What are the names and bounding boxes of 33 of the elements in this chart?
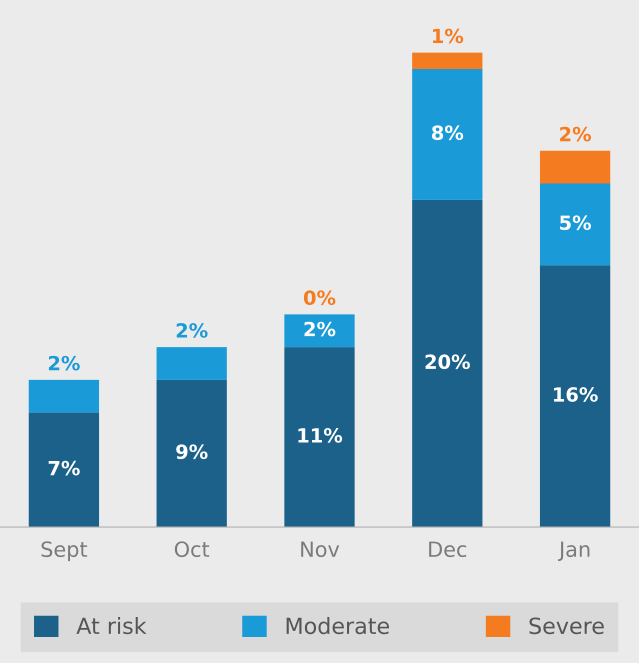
bar xyxy=(540,150,610,184)
bar xyxy=(540,184,610,266)
legend-label: At risk xyxy=(76,617,147,634)
x-tick-label: Nov xyxy=(301,542,340,558)
data-label: 2% xyxy=(48,356,80,371)
data-label: 2% xyxy=(560,126,591,142)
data-label: 0% xyxy=(304,290,336,306)
bar xyxy=(28,380,100,413)
legend-label: Moderate xyxy=(286,617,389,634)
data-label: 7% xyxy=(48,460,80,476)
data-label: 1% xyxy=(432,28,464,44)
legend-label: Severe xyxy=(530,617,604,634)
data-label: 11% xyxy=(298,428,342,443)
bar xyxy=(156,347,227,380)
bar xyxy=(412,52,482,70)
x-tick-label: Jan xyxy=(558,542,590,561)
bar xyxy=(412,200,482,528)
x-tick-label: Sept xyxy=(42,541,88,562)
bar xyxy=(540,265,610,528)
data-label: 20% xyxy=(426,354,470,370)
data-label: 8% xyxy=(432,125,464,140)
bar xyxy=(28,412,100,528)
data-label: 9% xyxy=(176,444,208,460)
data-label: 2% xyxy=(304,322,336,336)
data-label: 16% xyxy=(554,387,598,402)
data-label: 5% xyxy=(560,215,591,230)
bar xyxy=(412,69,482,200)
x-tick-label: Oct xyxy=(174,541,210,558)
bar xyxy=(284,314,355,348)
bar xyxy=(284,347,355,528)
x-tick-label: Dec xyxy=(429,542,466,558)
data-label: 2% xyxy=(176,323,208,338)
bar xyxy=(156,380,227,528)
